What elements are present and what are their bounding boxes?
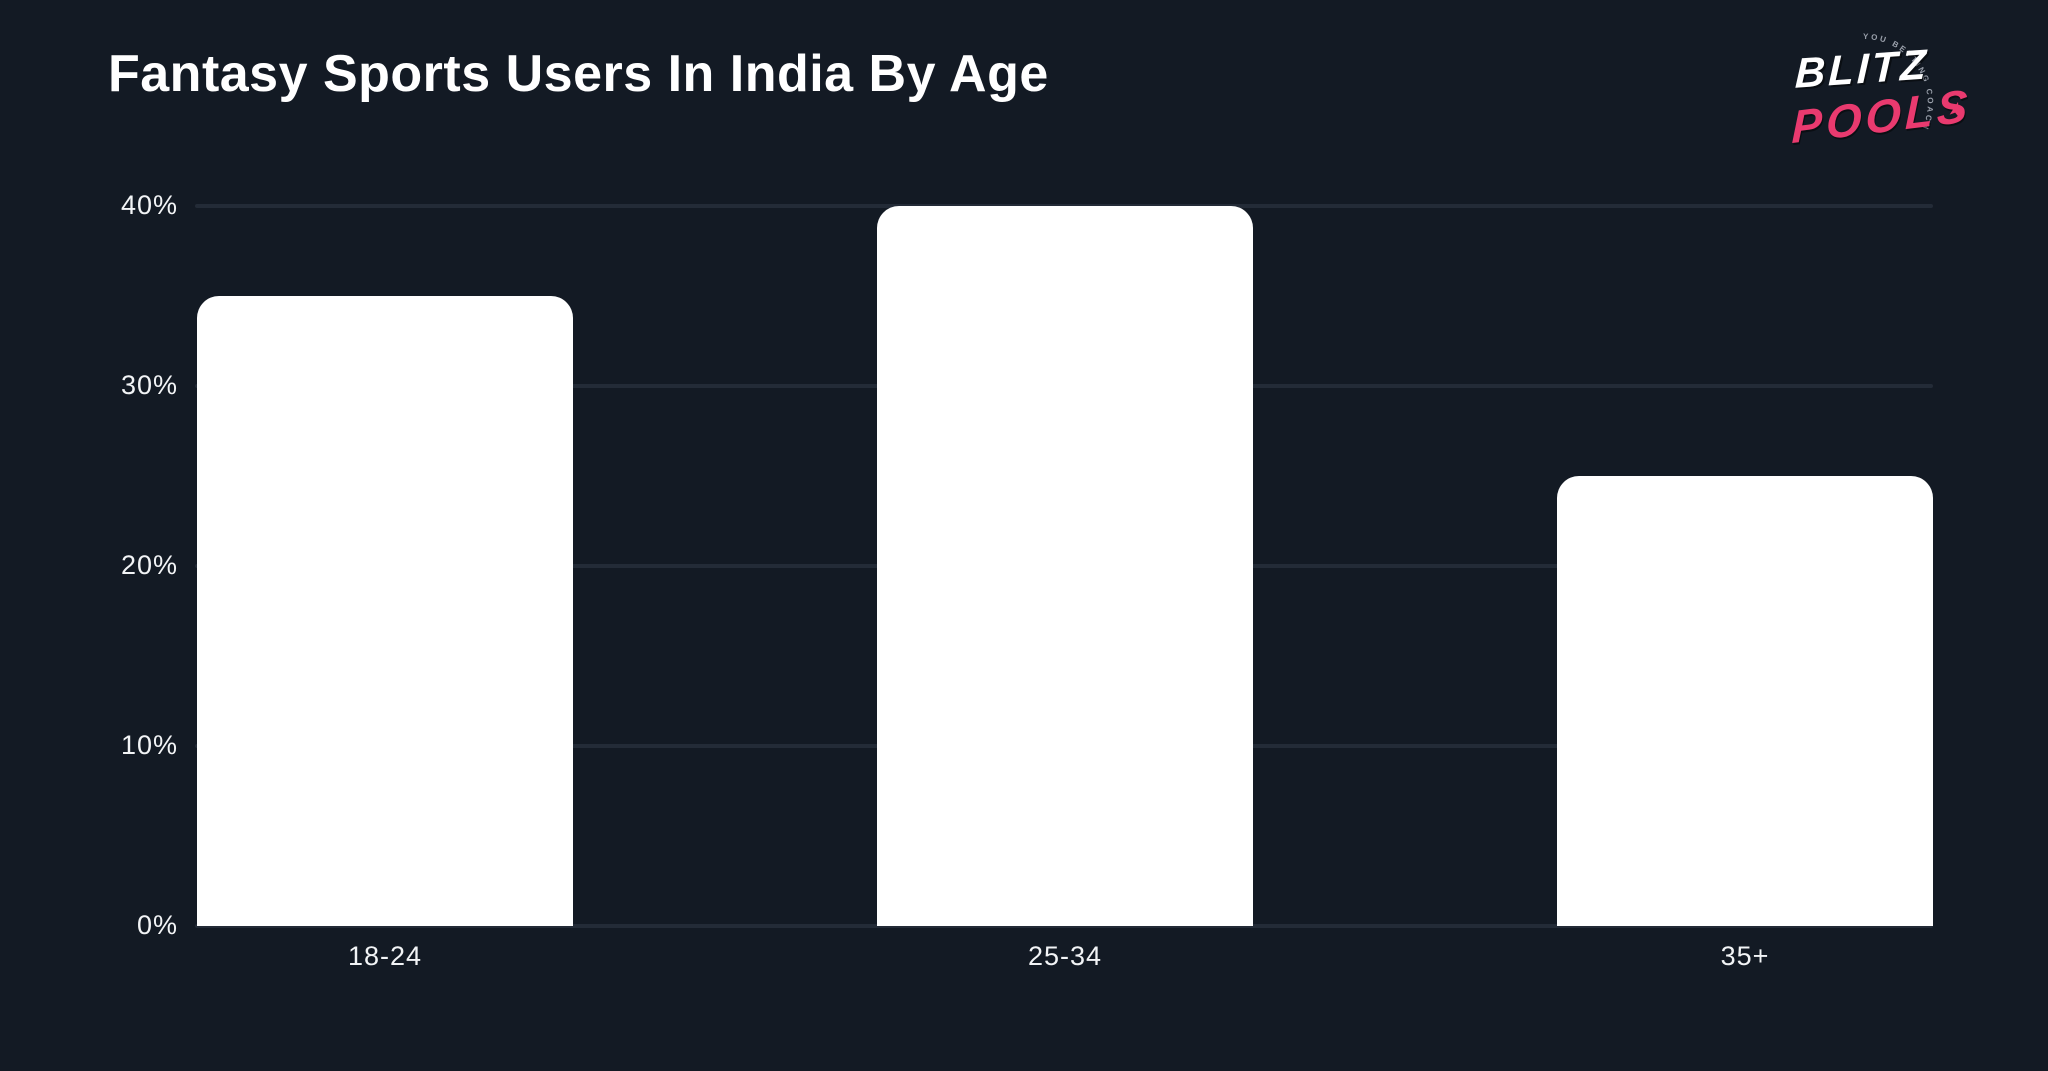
gridline-0: [195, 924, 1933, 928]
x-axis-category-label-25-34: 25-34: [1027, 941, 1103, 971]
bar-chart-plot-area: [195, 204, 1933, 928]
page-title: Fantasy Sports Users In India By Age: [108, 45, 1049, 103]
y-axis-tick-label-40: 40%: [120, 190, 178, 220]
bar-35+: [1557, 476, 1933, 926]
y-axis-tick-label-0: 0%: [136, 910, 178, 940]
y-axis-tick-label-10: 10%: [120, 730, 178, 760]
x-axis-category-label-35+: 35+: [1720, 941, 1770, 971]
x-axis-category-label-18-24: 18-24: [347, 941, 423, 971]
bar-18-24: [197, 296, 573, 926]
y-axis-tick-label-30: 30%: [120, 370, 178, 400]
y-axis-tick-label-20: 20%: [120, 550, 178, 580]
blitzpools-logo: YOU BETTING COACH BLITZ POOLS ★: [1751, 5, 1996, 160]
bar-25-34: [877, 206, 1253, 926]
logo-tagline-arc: YOU BETTING COACH: [1863, 32, 1932, 133]
